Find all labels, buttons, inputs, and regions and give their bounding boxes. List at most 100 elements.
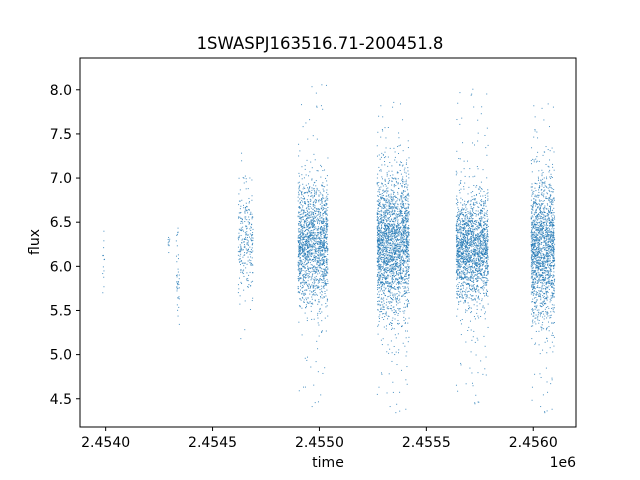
data-point xyxy=(402,224,404,226)
data-point xyxy=(391,360,393,362)
data-point xyxy=(485,213,487,215)
data-point xyxy=(478,291,480,293)
data-point xyxy=(378,211,380,213)
data-point xyxy=(299,218,301,220)
data-point xyxy=(384,271,386,273)
data-point xyxy=(314,250,316,252)
data-point xyxy=(399,301,401,303)
data-point xyxy=(385,210,387,212)
data-point xyxy=(381,217,383,219)
data-point xyxy=(485,267,487,269)
data-point xyxy=(397,257,399,259)
data-point xyxy=(388,352,390,354)
data-point xyxy=(377,195,379,197)
data-point xyxy=(462,291,464,293)
data-point xyxy=(319,261,321,263)
data-point xyxy=(377,241,379,243)
data-point xyxy=(305,236,307,238)
data-point xyxy=(459,296,461,298)
data-point xyxy=(395,272,397,274)
data-point xyxy=(176,245,178,247)
data-point xyxy=(298,265,300,267)
data-point xyxy=(385,219,387,221)
data-point xyxy=(102,292,104,294)
data-point xyxy=(317,260,319,262)
data-point xyxy=(388,170,390,172)
data-point xyxy=(377,283,379,285)
data-point xyxy=(405,337,407,339)
data-point xyxy=(398,233,400,235)
data-point xyxy=(465,250,467,252)
data-point xyxy=(312,246,314,248)
data-point xyxy=(322,247,324,249)
data-point xyxy=(471,196,473,198)
data-point xyxy=(380,186,382,188)
data-point xyxy=(407,265,409,267)
data-point xyxy=(469,294,471,296)
data-point xyxy=(468,266,470,268)
data-point xyxy=(297,256,299,258)
data-point xyxy=(304,281,306,283)
data-point xyxy=(304,243,306,245)
data-point xyxy=(398,309,400,311)
data-point xyxy=(403,253,405,255)
data-point xyxy=(305,293,307,295)
data-point xyxy=(398,256,400,258)
data-point xyxy=(326,230,328,232)
data-point xyxy=(388,259,390,261)
data-point xyxy=(389,302,391,304)
data-point xyxy=(312,231,314,233)
data-point xyxy=(246,242,248,244)
data-point xyxy=(302,205,304,207)
data-point xyxy=(401,207,403,209)
data-point xyxy=(399,282,401,284)
data-point xyxy=(315,228,317,230)
data-point xyxy=(402,342,404,344)
data-point xyxy=(241,282,243,284)
data-point xyxy=(326,218,328,220)
data-point xyxy=(243,246,245,248)
data-point xyxy=(300,282,302,284)
data-point xyxy=(323,245,325,247)
data-point xyxy=(479,255,481,257)
data-point xyxy=(306,256,308,257)
data-point xyxy=(406,298,408,300)
data-point xyxy=(326,298,328,300)
data-point xyxy=(240,245,242,247)
data-point xyxy=(476,220,478,222)
data-point xyxy=(404,278,406,280)
data-point xyxy=(400,226,402,228)
data-point xyxy=(393,199,395,201)
data-point xyxy=(389,290,391,292)
data-point xyxy=(404,244,405,246)
data-point xyxy=(323,296,325,298)
data-point xyxy=(469,233,471,235)
data-point xyxy=(252,239,254,241)
data-point xyxy=(300,242,302,244)
data-point xyxy=(381,282,383,284)
data-point xyxy=(404,217,406,219)
data-point xyxy=(464,232,466,234)
data-point xyxy=(458,262,460,264)
data-point xyxy=(377,173,379,175)
data-point xyxy=(377,207,379,209)
data-point xyxy=(395,177,397,179)
data-point xyxy=(326,224,328,226)
data-point xyxy=(383,259,385,261)
data-point xyxy=(476,248,478,250)
data-point xyxy=(178,298,180,300)
data-point xyxy=(321,331,323,333)
data-point xyxy=(316,208,318,210)
data-point xyxy=(403,242,405,244)
data-point xyxy=(404,310,406,312)
data-point xyxy=(240,229,242,231)
data-point xyxy=(305,174,307,176)
data-point xyxy=(378,249,380,251)
data-point xyxy=(405,210,407,212)
data-point xyxy=(395,310,397,312)
data-point xyxy=(176,234,178,236)
data-point xyxy=(326,195,328,197)
data-point xyxy=(389,256,391,258)
data-point xyxy=(322,254,324,256)
data-point xyxy=(297,261,299,263)
